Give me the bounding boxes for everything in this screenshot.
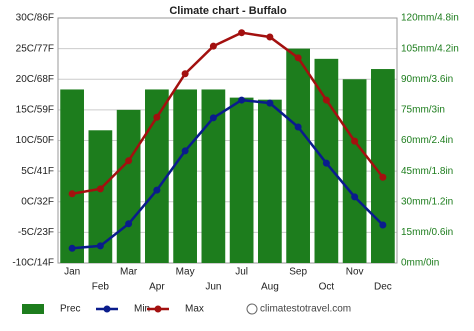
y2-tick-label: 45mm/1.8in [401,166,453,177]
line-point [125,220,133,228]
bar [145,89,169,263]
y-tick-label: -10C/14F [12,258,54,269]
x-tick-label: Oct [319,282,335,293]
y-tick-label: 25C/77F [16,43,54,54]
line-point [209,114,217,122]
line-point [379,173,387,181]
chart-title: Climate chart - Buffalo [169,5,287,17]
x-tick-label: Mar [120,267,138,278]
bar [88,130,113,263]
line-point [294,54,302,62]
line-point [96,185,104,193]
bar [60,89,84,263]
y2-tick-label: 75mm/3in [401,105,445,116]
x-tick-label: Jun [205,282,221,293]
y2-tick-label: 120mm/4.8in [401,13,459,24]
line-point [238,29,246,37]
line-point [68,190,76,198]
legend-swatch [154,305,162,313]
legend-label: Max [185,304,204,315]
x-tick-label: Nov [346,267,364,278]
x-tick-label: Jan [64,267,80,278]
y2-tick-label: 30mm/1.2in [401,196,453,207]
x-tick-label: Aug [261,282,279,293]
y-tick-label: 0C/32F [21,196,54,207]
line-point [351,137,359,145]
bar [286,48,310,263]
line-point [209,42,217,50]
bar [371,69,395,264]
x-tick-label: Sep [289,267,307,278]
legend-swatch [103,305,111,313]
line-point [379,221,387,229]
line [71,31,384,196]
y-tick-label: 30C/86F [16,13,54,24]
watermark-icon [246,303,258,315]
x-tick-label: Jul [235,267,248,278]
bar [173,89,197,263]
line-point [68,244,76,252]
line-point [351,193,359,201]
line-point [322,96,330,104]
bar [201,89,226,263]
bar [258,99,282,264]
bar [229,97,254,263]
line-point [153,186,161,194]
y-tick-label: 20C/68F [16,74,54,85]
line-point [238,96,246,104]
line-point [266,33,274,41]
y2-tick-label: 15mm/0.6in [401,227,453,238]
legend-label: Min [134,304,150,315]
legend-label: Prec [60,304,81,315]
x-tick-label: Apr [149,282,165,293]
line-point [294,123,302,131]
y-tick-label: 5C/41F [21,166,54,177]
line-point [153,113,161,121]
line-point [266,99,274,107]
legend-swatch [22,304,44,314]
line-point [125,157,133,165]
y-tick-label: -5C/23F [18,227,54,238]
x-tick-label: May [176,267,195,278]
y2-tick-label: 0mm/0in [401,258,439,269]
y-tick-label: 15C/59F [16,105,54,116]
x-tick-label: Feb [92,282,110,293]
line-point [96,242,104,250]
bar [342,79,367,263]
watermark: climatestotravel.com [260,304,351,315]
y2-tick-label: 90mm/3.6in [401,74,453,85]
line-point [181,147,189,155]
y2-tick-label: 105mm/4.2in [401,43,459,54]
bar [116,109,141,263]
line-point [322,159,330,167]
y2-tick-label: 60mm/2.4in [401,135,453,146]
plot-border [57,17,398,264]
x-tick-label: Dec [374,282,392,293]
y-tick-label: 10C/50F [16,135,54,146]
line-point [181,70,189,78]
line [72,98,384,250]
